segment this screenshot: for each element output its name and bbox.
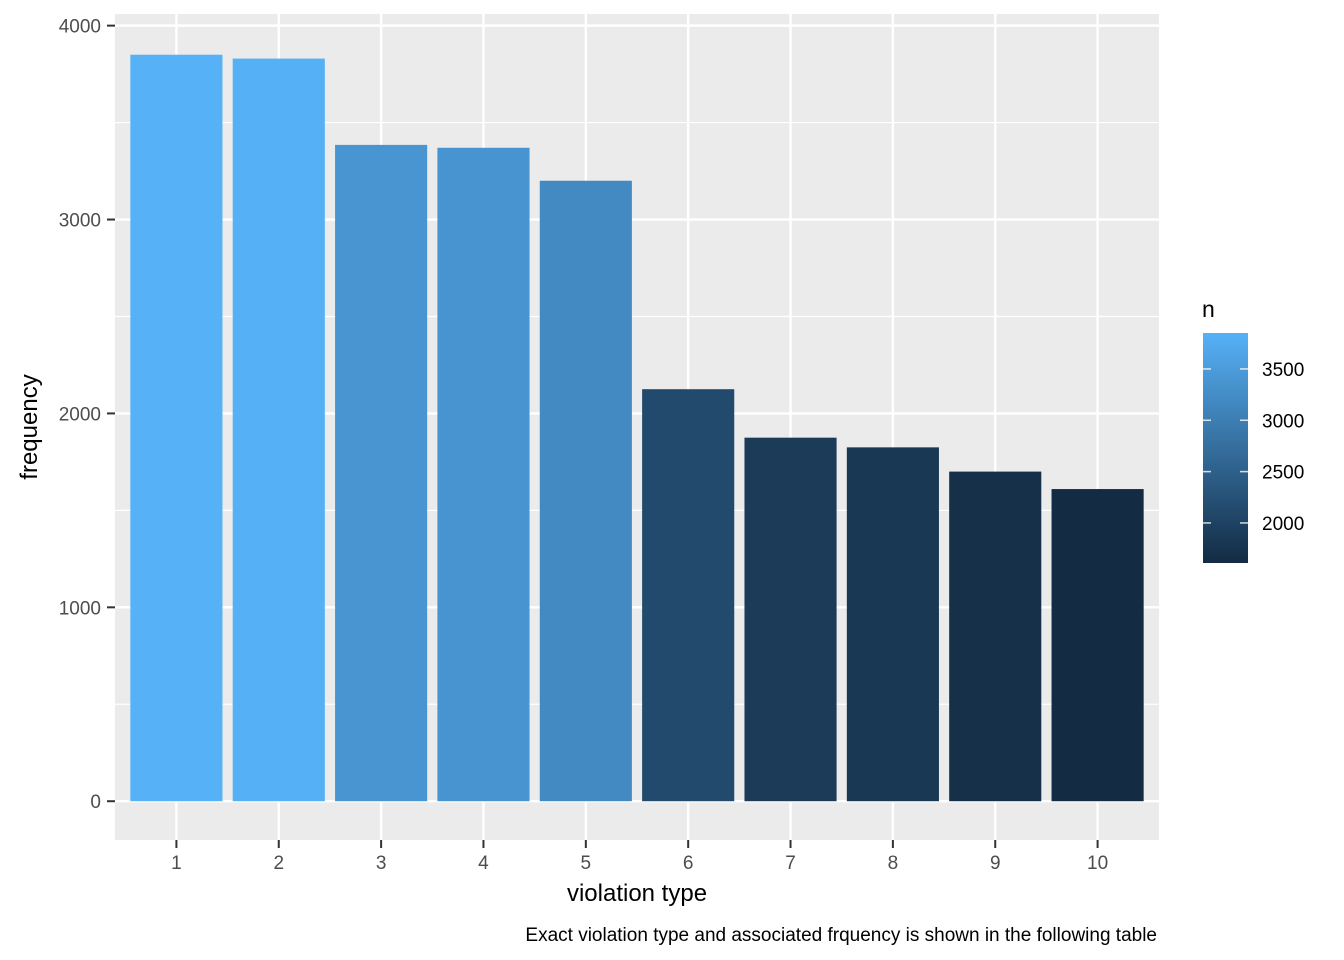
bar-5 bbox=[539, 180, 632, 802]
legend-tick-label: 3000 bbox=[1262, 411, 1304, 432]
x-tick-label: 9 bbox=[990, 853, 1001, 874]
x-tick-label: 10 bbox=[1087, 853, 1108, 874]
chart-caption: Exact violation type and associated frqu… bbox=[525, 925, 1157, 946]
y-tick-label: 2000 bbox=[59, 404, 101, 425]
y-tick-label: 0 bbox=[90, 792, 101, 813]
bar-2 bbox=[232, 58, 325, 802]
legend-colorbar bbox=[1203, 333, 1248, 563]
x-axis: 1 2 3 4 5 6 7 8 9 10 bbox=[171, 840, 1108, 874]
legend-tick-label: 2000 bbox=[1262, 514, 1304, 535]
bar-1 bbox=[130, 54, 223, 802]
bar-3 bbox=[335, 144, 428, 802]
x-tick-label: 7 bbox=[785, 853, 796, 874]
x-tick-label: 1 bbox=[171, 853, 182, 874]
bar-9 bbox=[949, 471, 1042, 802]
bar-8 bbox=[846, 447, 939, 802]
y-tick-label: 1000 bbox=[59, 598, 101, 619]
bar-10 bbox=[1051, 489, 1144, 802]
y-axis-title: frequency bbox=[16, 374, 43, 479]
legend-tick-label: 3500 bbox=[1262, 360, 1304, 381]
x-axis-title: violation type bbox=[567, 880, 707, 907]
legend-tick-label: 2500 bbox=[1262, 463, 1304, 484]
x-tick-label: 4 bbox=[478, 853, 489, 874]
x-tick-label: 5 bbox=[581, 853, 592, 874]
bar-7 bbox=[744, 437, 837, 802]
x-tick-label: 3 bbox=[376, 853, 387, 874]
bar-4 bbox=[437, 147, 530, 802]
bar-6 bbox=[642, 389, 735, 802]
y-tick-label: 3000 bbox=[59, 211, 101, 232]
y-axis: 0 1000 2000 3000 4000 bbox=[59, 17, 115, 813]
legend-title: n bbox=[1202, 296, 1215, 322]
legend-ticks: 2000 2500 3000 3500 bbox=[1203, 360, 1304, 535]
color-legend: n 2000 2500 3000 3500 bbox=[1202, 296, 1304, 563]
y-tick-label: 4000 bbox=[59, 17, 101, 38]
bars bbox=[130, 54, 1144, 802]
x-tick-label: 8 bbox=[888, 853, 899, 874]
x-tick-label: 2 bbox=[273, 853, 284, 874]
x-tick-label: 6 bbox=[683, 853, 694, 874]
